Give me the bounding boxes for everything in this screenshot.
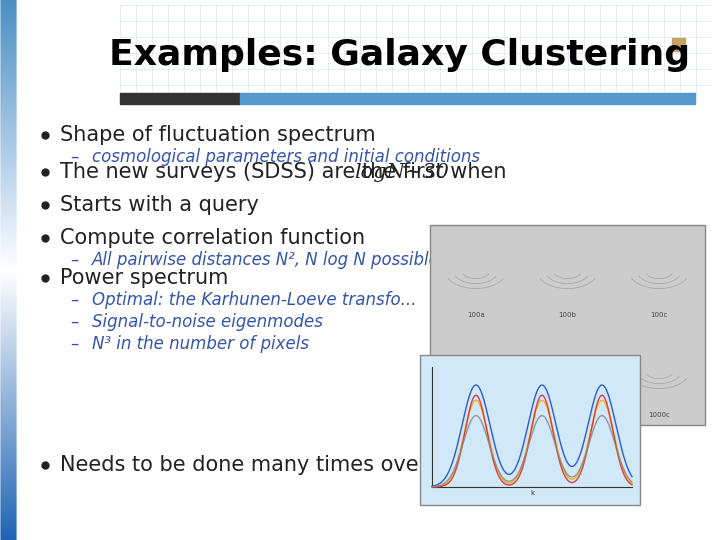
- Text: Shape of fluctuation spectrum: Shape of fluctuation spectrum: [60, 125, 376, 145]
- Text: k: k: [530, 490, 534, 496]
- Text: 1000a: 1000a: [464, 412, 487, 418]
- Text: The new surveys (SDSS) are the first when: The new surveys (SDSS) are the first whe…: [60, 162, 513, 182]
- Text: 100a: 100a: [467, 312, 485, 318]
- Text: logN~30: logN~30: [354, 163, 449, 181]
- Text: –: –: [70, 251, 78, 269]
- Text: Optimal: the Karhunen-Loeve transfo...: Optimal: the Karhunen-Loeve transfo...: [92, 291, 416, 309]
- Bar: [672, 38, 685, 51]
- Bar: [120, 93, 240, 104]
- Text: Signal-to-noise eigenmodes: Signal-to-noise eigenmodes: [92, 313, 323, 331]
- Text: –: –: [70, 313, 78, 331]
- Text: 100b: 100b: [559, 312, 577, 318]
- Text: Compute correlation function: Compute correlation function: [60, 228, 365, 248]
- Bar: [430, 225, 705, 425]
- Bar: [240, 93, 695, 104]
- Text: Needs to be done many times over: Needs to be done many times over: [60, 455, 427, 475]
- Text: 100c: 100c: [650, 312, 668, 318]
- Text: cosmological parameters and initial conditions: cosmological parameters and initial cond…: [92, 148, 480, 166]
- Text: All pairwise distances N², N log N possible: All pairwise distances N², N log N possi…: [92, 251, 440, 269]
- Text: –: –: [70, 148, 78, 166]
- Text: –: –: [70, 335, 78, 353]
- Text: Examples: Galaxy Clustering: Examples: Galaxy Clustering: [109, 38, 690, 72]
- Text: N³ in the number of pixels: N³ in the number of pixels: [92, 335, 309, 353]
- Text: –: –: [70, 291, 78, 309]
- Text: Power spectrum: Power spectrum: [60, 268, 228, 288]
- Text: Starts with a query: Starts with a query: [60, 195, 259, 215]
- Text: 1000c: 1000c: [648, 412, 670, 418]
- Text: 1000b: 1000b: [557, 412, 579, 418]
- Bar: [420, 355, 640, 505]
